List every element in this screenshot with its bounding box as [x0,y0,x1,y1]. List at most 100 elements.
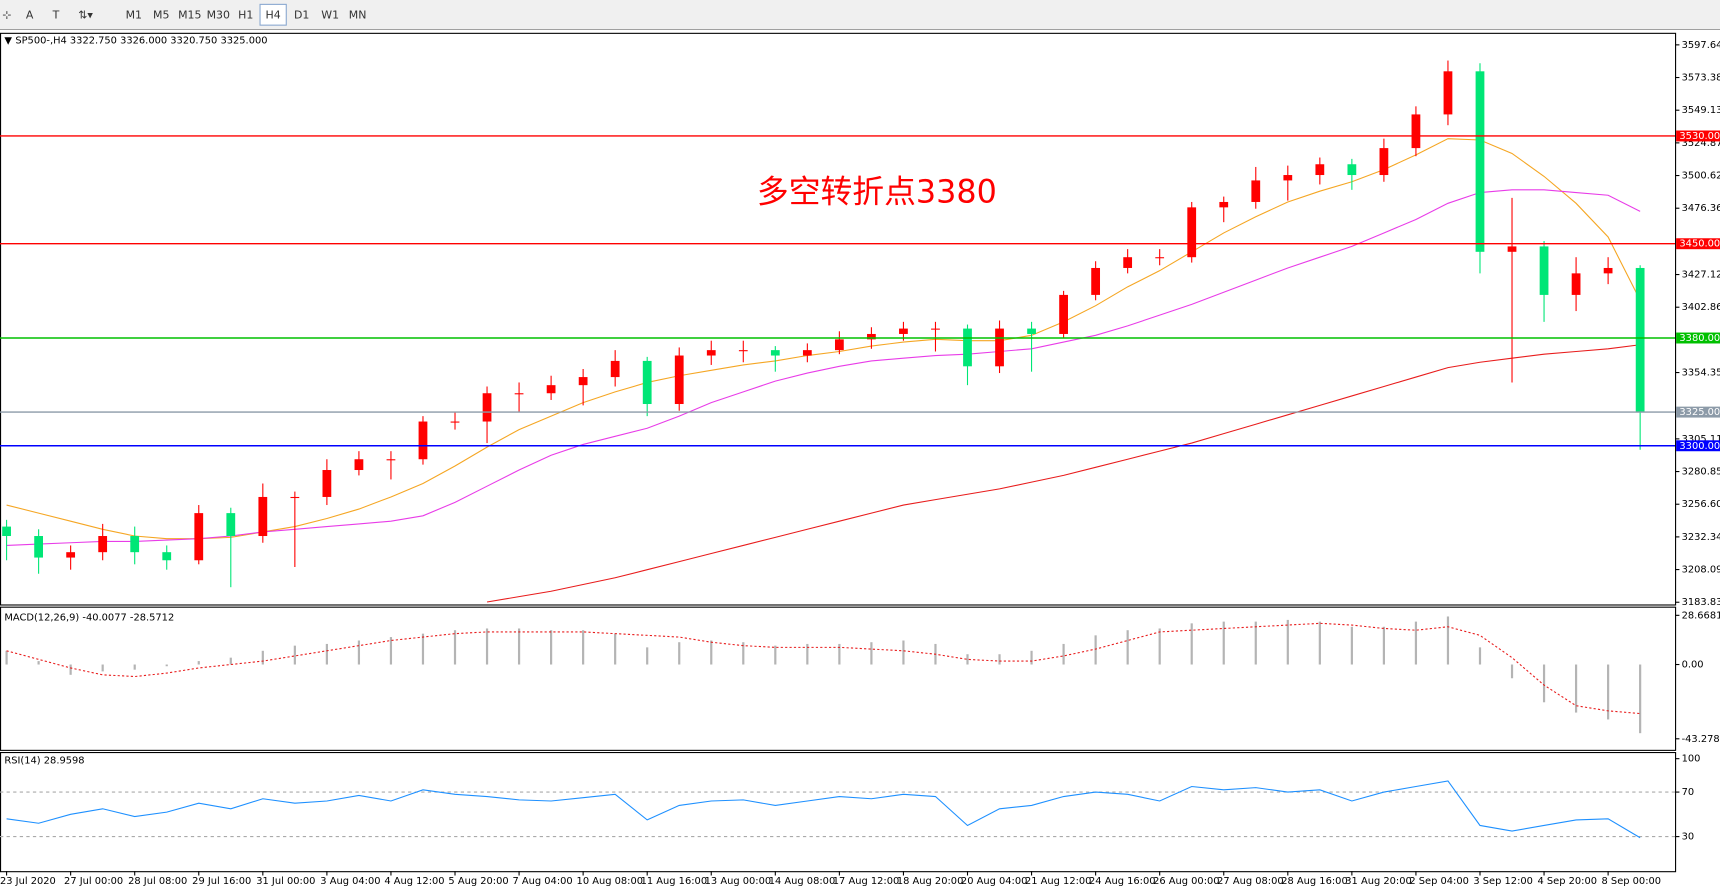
rsi-line [6,780,1641,839]
macd-bar [261,650,264,665]
x-tick-label: 31 Aug 20:00 [1345,876,1411,887]
timeframe[interactable]: M15 [178,8,201,21]
macd-bar [774,645,777,665]
candle-body [1475,71,1485,252]
macd-bar [453,630,457,665]
y-tick-label: 3280.855 [1682,467,1720,478]
tool-icon[interactable]: T [52,8,60,21]
timeframe[interactable]: W1 [321,8,339,21]
macd-bar [1446,616,1450,665]
macd-bar [1062,643,1065,665]
toolbar [0,0,1720,30]
macd-bar [69,664,72,675]
price-level-tag [1676,130,1720,142]
tool-icon[interactable]: ⇅▾ [78,8,93,21]
annotation: 多空转折点3380 [757,174,997,210]
timeframe[interactable]: M30 [207,8,230,21]
candle-body [98,536,108,553]
candle-body [194,513,204,561]
active-timeframe [259,3,287,26]
candle-body [1283,175,1293,181]
x-tick-label: 3 Aug 04:00 [320,876,380,887]
macd-bar [678,642,681,665]
candle-body [1027,328,1036,334]
candle-body [578,377,588,386]
x-tick-label: 23 Jul 2020 [0,876,56,887]
y-tick-label: 30 [1682,832,1695,843]
candle-body [1187,207,1197,258]
y-tick-label: 3256.600 [1682,499,1720,510]
price-level-tag [1676,406,1720,418]
x-tick-label: 5 Aug 20:00 [448,876,508,887]
x-tick-label: 13 Aug 00:00 [705,876,771,887]
timeframe[interactable]: M5 [153,8,169,21]
y-tick-label: 3524.875 [1682,138,1720,149]
candle-body [1123,257,1133,268]
x-tick-label: 2 Sep 04:00 [1409,876,1469,887]
x-tick-label: 4 Aug 12:00 [384,876,444,887]
price-level-label: 3530.000 [1679,131,1720,142]
price-level-tag [1676,440,1720,452]
timeframe[interactable]: D1 [294,8,309,21]
toolbar-items: ⊹ A T ⇅▾ M1 M5 M15 M30 H1 H4 D1 W1 MN [2,3,367,26]
price-level-label: 3450.000 [1679,239,1720,250]
macd-signal [6,622,1641,715]
macd-bar [229,657,232,665]
price-level-label: 3325.000 [1679,407,1720,418]
macd-bar [1158,628,1161,665]
macd-bar [1318,621,1321,665]
x-tick-label: 27 Aug 08:00 [1217,876,1283,887]
macd-bar [517,628,521,665]
x-tick-label: 4 Sep 20:00 [1537,876,1597,887]
macd-bar [966,654,969,665]
price-level-label: 3300.000 [1679,441,1720,452]
y-tick-label: 0.00 [1682,660,1704,671]
macd-bar [293,645,296,665]
moving-average [6,138,1641,540]
candle-body [1507,246,1517,252]
y-tick-label: 3232.345 [1682,532,1720,543]
candle-body [130,536,140,553]
candle-body [2,526,11,537]
timeframe[interactable]: M1 [126,8,142,21]
macd-bar [870,642,873,665]
moving-average [486,344,1641,603]
timeframe[interactable]: H1 [238,8,253,21]
macd-bar [710,640,713,665]
macd-bar [1510,664,1514,679]
macd-bar [1639,664,1642,734]
timeframe[interactable]: H4 [266,8,281,21]
collapse-icon[interactable]: ▼ [4,35,12,46]
candle-body [610,360,620,378]
macd-bar [1574,664,1578,713]
macd-bar [1382,626,1385,665]
y-tick-label: 70 [1682,787,1695,798]
price-level-tag [1676,332,1720,344]
macd-bar [550,630,553,665]
y-tick-label: 3354.355 [1682,368,1720,379]
macd-bar [1286,619,1289,665]
macd-bar [1126,630,1129,665]
candle-body [162,552,172,561]
x-tick-label: 28 Jul 08:00 [128,876,187,887]
candle-body [1059,294,1068,334]
tool-text[interactable]: A [26,8,34,21]
icon[interactable]: ⊹ [2,8,11,21]
candle-body [66,552,76,558]
x-tick-label: 28 Aug 16:00 [1281,876,1347,887]
y-tick-label: 3305.110 [1682,434,1720,445]
macd-bar [197,661,200,665]
macd-bar [421,633,425,665]
y-tick-label: 3208.090 [1682,565,1720,576]
x-tick-label: 10 Aug 08:00 [577,876,643,887]
chart-title: SP500-,H4 3322.750 3326.000 3320.750 332… [15,35,267,46]
x-tick-label: 27 Jul 00:00 [64,876,123,887]
timeframe[interactable]: MN [349,8,367,21]
candle-body [1443,71,1453,115]
macd-bar [37,661,40,665]
indicator-label: RSI(14) 28.9598 [4,756,84,767]
candle-body [386,459,396,461]
candle-body [1635,267,1645,413]
candle-body [354,459,364,471]
y-tick-label: 3183.835 [1682,597,1720,608]
